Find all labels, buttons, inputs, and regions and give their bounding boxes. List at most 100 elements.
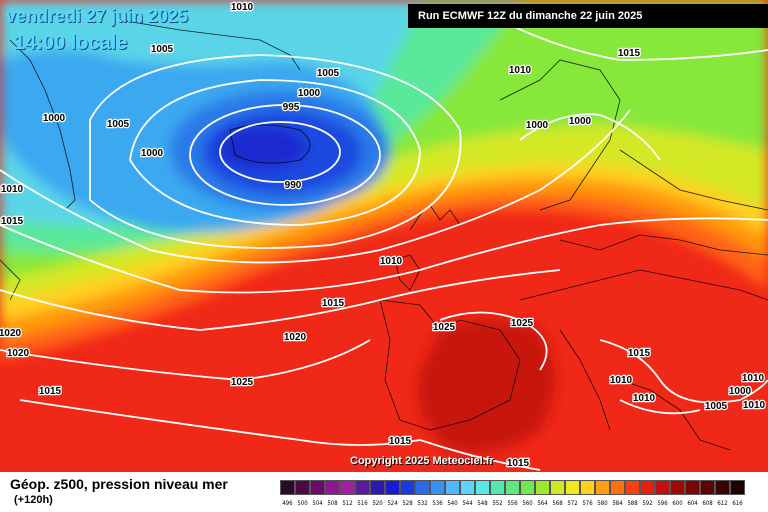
legend-label: 540 bbox=[447, 500, 458, 507]
legend-label: 524 bbox=[387, 500, 398, 507]
legend-swatch bbox=[715, 480, 730, 495]
legend-label: 560 bbox=[522, 500, 533, 507]
legend-label: 500 bbox=[297, 500, 308, 507]
legend-swatch bbox=[430, 480, 445, 495]
legend-swatch bbox=[535, 480, 550, 495]
legend-swatch bbox=[490, 480, 505, 495]
legend-swatch bbox=[475, 480, 490, 495]
isobar-label: 1025 bbox=[511, 318, 534, 329]
legend-swatch bbox=[580, 480, 595, 495]
legend-swatch bbox=[445, 480, 460, 495]
legend-label: 512 bbox=[342, 500, 353, 507]
legend-label: 508 bbox=[327, 500, 338, 507]
isobar-label: 990 bbox=[285, 180, 302, 191]
isobar-label: 1005 bbox=[107, 119, 130, 130]
isobar-label: 1025 bbox=[433, 322, 456, 333]
isobar-label: 1020 bbox=[0, 328, 22, 339]
legend-swatch bbox=[685, 480, 700, 495]
isobar-label: 1015 bbox=[1, 216, 24, 227]
legend-label: 544 bbox=[462, 500, 473, 507]
isobar-label: 1010 bbox=[742, 373, 765, 384]
isobar-label: 1005 bbox=[151, 44, 174, 55]
isobar-label: 1000 bbox=[141, 148, 164, 159]
legend-swatch bbox=[325, 480, 340, 495]
isobar-label: 1010 bbox=[743, 400, 766, 411]
legend-label: 616 bbox=[732, 500, 743, 507]
isobar-label: 1020 bbox=[7, 348, 30, 359]
legend-label: 612 bbox=[717, 500, 728, 507]
isobars bbox=[0, 19, 768, 471]
legend-swatch bbox=[460, 480, 475, 495]
isobar-label: 1010 bbox=[1, 184, 24, 195]
color-legend bbox=[280, 480, 745, 495]
isobar-label: 1015 bbox=[389, 436, 412, 447]
legend-swatch bbox=[370, 480, 385, 495]
isobar-label: 1005 bbox=[705, 401, 728, 412]
isobar-label: 1000 bbox=[729, 386, 752, 397]
legend-label: 532 bbox=[417, 500, 428, 507]
coastlines bbox=[0, 19, 768, 451]
legend-swatch bbox=[400, 480, 415, 495]
legend-label: 504 bbox=[312, 500, 323, 507]
copyright-text: Copyright 2025 Meteociel.fr bbox=[350, 455, 494, 467]
isobar-label: 1000 bbox=[298, 88, 321, 99]
legend-swatch bbox=[280, 480, 295, 495]
legend-label: 580 bbox=[597, 500, 608, 507]
isobar-label: 1000 bbox=[526, 120, 549, 131]
isobar-label: 1015 bbox=[507, 458, 530, 469]
isobar-label: 1000 bbox=[569, 116, 592, 127]
forecast-time: 14:00 locale bbox=[14, 32, 128, 54]
isobar-label: 1015 bbox=[39, 386, 62, 397]
legend-label: 572 bbox=[567, 500, 578, 507]
forecast-date: vendredi 27 juin 2025 bbox=[6, 6, 189, 26]
isobar-label: 1010 bbox=[610, 375, 633, 386]
color-legend-labels: 496 500 504 508 512 516 520 524 528 532 536 540 544 5… bbox=[280, 500, 745, 507]
legend-swatch bbox=[595, 480, 610, 495]
legend-label: 516 bbox=[357, 500, 368, 507]
isobar-label: 1010 bbox=[633, 393, 656, 404]
legend-label: 528 bbox=[402, 500, 413, 507]
legend-swatch bbox=[415, 480, 430, 495]
legend-swatch bbox=[310, 480, 325, 495]
legend-swatch bbox=[295, 480, 310, 495]
legend-swatch bbox=[340, 480, 355, 495]
isobar-label: 1015 bbox=[322, 298, 345, 309]
isobar-label: 1010 bbox=[509, 65, 532, 76]
legend-label: 604 bbox=[687, 500, 698, 507]
isobar-label: 1015 bbox=[628, 348, 651, 359]
legend-label: 536 bbox=[432, 500, 443, 507]
isobar-label: 1010 bbox=[380, 256, 403, 267]
legend-swatch bbox=[520, 480, 535, 495]
isobar-label: 1010 bbox=[231, 2, 254, 13]
legend-label: 552 bbox=[492, 500, 503, 507]
legend-label: 596 bbox=[657, 500, 668, 507]
legend-swatch bbox=[700, 480, 715, 495]
legend-swatch bbox=[655, 480, 670, 495]
legend-label: 588 bbox=[627, 500, 638, 507]
forecast-lead-time: (+120h) bbox=[14, 494, 53, 506]
legend-swatch bbox=[385, 480, 400, 495]
run-info-banner: Run ECMWF 12Z du dimanche 22 juin 2025 bbox=[408, 4, 768, 28]
legend-label: 548 bbox=[477, 500, 488, 507]
legend-swatch bbox=[550, 480, 565, 495]
legend-label: 600 bbox=[672, 500, 683, 507]
legend-label: 564 bbox=[537, 500, 548, 507]
legend-swatch bbox=[505, 480, 520, 495]
legend-label: 496 bbox=[282, 500, 293, 507]
legend-label: 568 bbox=[552, 500, 563, 507]
geopotential-color-field bbox=[0, 0, 768, 472]
legend-swatch bbox=[610, 480, 625, 495]
isobar-label: 1015 bbox=[618, 48, 641, 59]
isobar-label: 1000 bbox=[43, 113, 66, 124]
isobar-label: 1005 bbox=[317, 68, 340, 79]
legend-label: 584 bbox=[612, 500, 623, 507]
legend-swatch bbox=[565, 480, 580, 495]
legend-label: 576 bbox=[582, 500, 593, 507]
isobar-label: 1025 bbox=[231, 377, 254, 388]
isobar-label: 1020 bbox=[284, 332, 307, 343]
legend-swatch bbox=[625, 480, 640, 495]
isobar-label: 995 bbox=[283, 102, 300, 113]
legend-swatch bbox=[355, 480, 370, 495]
legend-label: 608 bbox=[702, 500, 713, 507]
